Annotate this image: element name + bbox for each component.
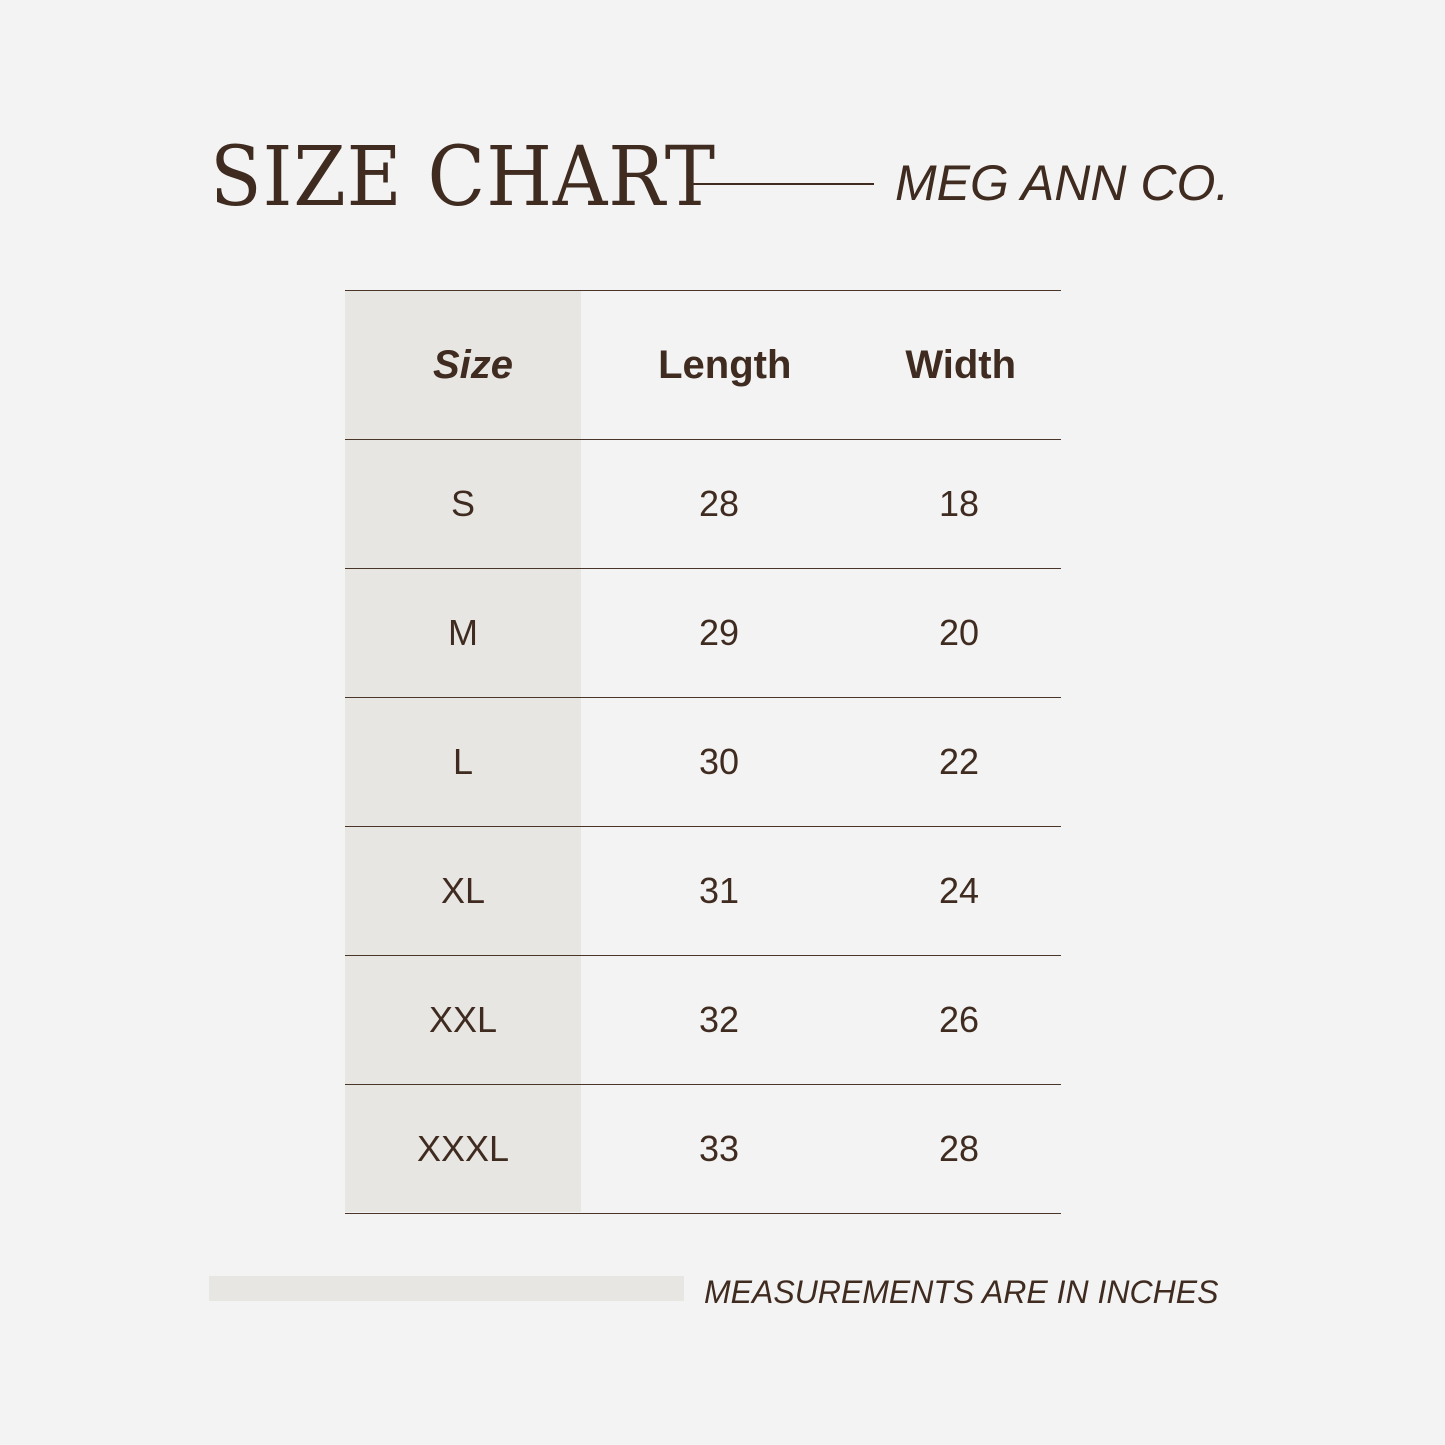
header-length: Length	[658, 342, 792, 387]
header-size: Size	[433, 342, 514, 387]
cell-size: XXL	[428, 999, 498, 1040]
cell-width: 28	[938, 1128, 980, 1169]
table-row: XXXL 33 28	[345, 1084, 1061, 1214]
measurement-note: MEASUREMENTS ARE IN INCHES	[704, 1274, 1219, 1310]
divider	[692, 183, 874, 185]
cell-length: 30	[698, 741, 740, 782]
size-column-shading	[345, 291, 581, 1212]
table-row: L 30 22	[345, 697, 1061, 826]
cell-size: M	[448, 612, 478, 653]
cell-width: 18	[938, 483, 980, 524]
cell-length: 33	[698, 1128, 740, 1169]
cell-size: L	[452, 741, 474, 782]
brand-name: MEG ANN CO.	[895, 155, 1230, 211]
table-header: Size Length Width	[345, 290, 1061, 439]
cell-size: S	[450, 483, 475, 524]
cell-length: 28	[698, 483, 740, 524]
cell-width: 24	[938, 870, 980, 911]
table-row: M 29 20	[345, 568, 1061, 697]
table-row: XL 31 24	[345, 826, 1061, 955]
header-width: Width	[905, 342, 1017, 387]
cell-length: 31	[698, 870, 740, 911]
table-row: XXL 32 26	[345, 955, 1061, 1084]
table-row: S 28 18	[345, 439, 1061, 568]
size-table: Size Length Width S 28 18 M 29 20 L 30 22 XL 31 24 X…	[345, 290, 1061, 1214]
page-title: SIZE CHART	[210, 130, 716, 225]
cell-length: 32	[698, 999, 740, 1040]
cell-width: 26	[938, 999, 980, 1040]
cell-width: 20	[938, 612, 980, 653]
decorative-bar	[209, 1276, 684, 1301]
cell-size: XXXL	[416, 1128, 510, 1169]
cell-size: XL	[440, 870, 486, 911]
cell-length: 29	[698, 612, 740, 653]
cell-width: 22	[938, 741, 980, 782]
